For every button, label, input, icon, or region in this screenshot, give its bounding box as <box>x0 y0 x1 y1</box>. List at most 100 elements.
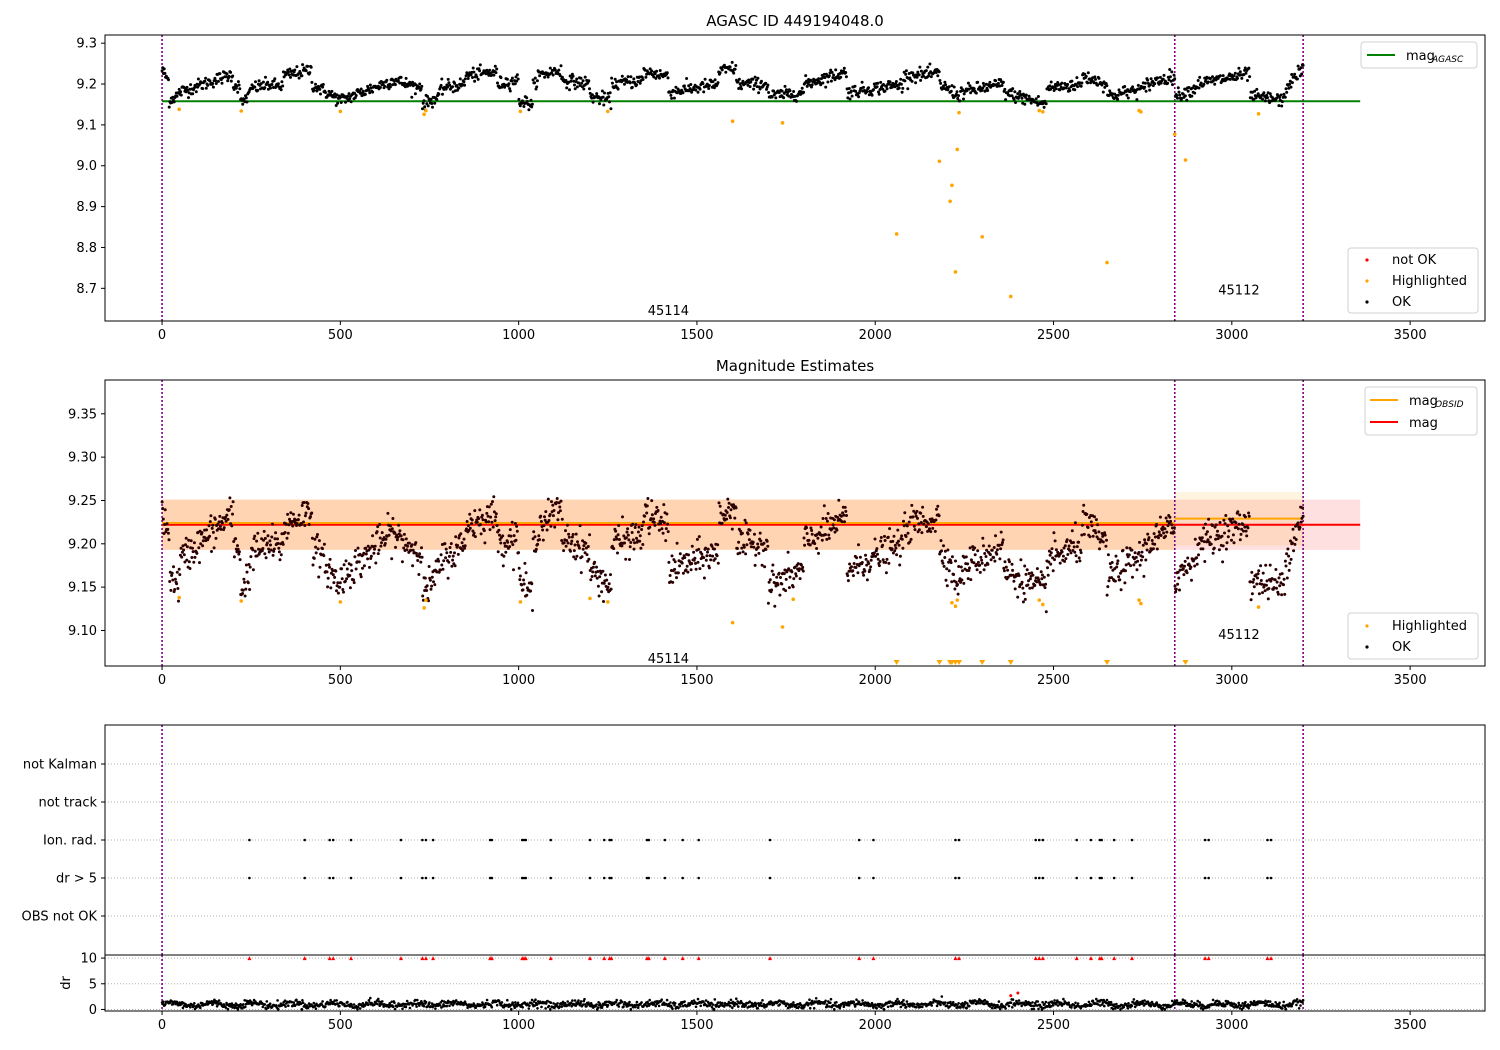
ok-point <box>976 80 980 84</box>
ok-point <box>388 85 392 89</box>
ok-point <box>949 561 953 565</box>
ok-point <box>362 564 366 568</box>
ok-point <box>1021 600 1025 604</box>
ok-point <box>1075 76 1079 80</box>
dr-point <box>696 997 700 1001</box>
dr-point <box>713 998 717 1001</box>
ok-point <box>1063 544 1067 548</box>
ok-point <box>546 497 550 501</box>
dr-point <box>841 1001 845 1005</box>
ok-point <box>232 88 236 91</box>
ok-point <box>1176 582 1180 586</box>
ok-point <box>211 530 215 534</box>
ok-point <box>468 526 472 530</box>
ok-point <box>1274 568 1278 571</box>
dr-point <box>832 1004 835 1007</box>
ok-point <box>1255 582 1259 586</box>
dr-point <box>434 1007 437 1010</box>
ok-point <box>661 531 665 535</box>
dr-point <box>796 1003 799 1006</box>
x-tick-label: 3000 <box>1215 328 1248 343</box>
highlighted-point <box>518 600 523 604</box>
dr-point <box>1048 1003 1051 1007</box>
ok-point <box>1056 81 1060 84</box>
ok-point <box>788 89 792 93</box>
ok-point <box>180 550 184 554</box>
ok-point <box>638 534 642 538</box>
ok-point <box>741 550 745 554</box>
ok-point <box>1248 75 1252 79</box>
ok-point <box>1064 557 1068 561</box>
ok-point <box>508 89 512 93</box>
ok-point <box>284 522 288 526</box>
ok-point <box>229 70 233 74</box>
ok-point <box>399 75 403 79</box>
ok-point <box>1109 565 1113 569</box>
ok-point <box>1102 80 1106 84</box>
category-label: dr > 5 <box>56 872 97 887</box>
ok-point <box>772 89 776 93</box>
ok-point <box>211 523 215 527</box>
ok-point <box>518 104 522 108</box>
dr-point <box>847 1004 851 1007</box>
ok-point <box>336 101 340 105</box>
ok-point <box>1016 595 1020 599</box>
dr-point <box>387 1005 391 1009</box>
ok-point <box>673 567 677 571</box>
dr-point <box>640 1001 643 1004</box>
ok-point <box>945 584 949 588</box>
ok-point <box>684 568 688 572</box>
ok-point <box>160 69 164 73</box>
ok-point <box>1105 538 1108 542</box>
ok-point <box>383 84 387 88</box>
ok-point <box>740 546 744 550</box>
ok-point <box>165 522 169 526</box>
ok-point <box>1285 552 1289 556</box>
ok-point <box>918 65 922 69</box>
below-range-marker <box>956 660 963 665</box>
ok-point <box>1221 544 1225 548</box>
ok-point <box>758 87 762 91</box>
dr-point <box>692 999 696 1002</box>
ok-point <box>718 71 722 75</box>
ok-point <box>1001 541 1004 544</box>
dr-point <box>181 1006 185 1010</box>
ok-point <box>950 84 954 88</box>
dr-point <box>549 1007 552 1011</box>
ok-point <box>189 539 193 543</box>
ok-point <box>441 92 444 96</box>
ok-point <box>214 79 218 83</box>
ok-point <box>1053 539 1057 543</box>
ok-point <box>418 82 422 86</box>
ok-point <box>499 76 503 80</box>
ok-point <box>340 577 344 581</box>
ok-point <box>1264 583 1268 587</box>
flag-point <box>1130 876 1134 880</box>
ok-point <box>672 558 676 562</box>
dr-point <box>239 1003 242 1006</box>
ok-point <box>397 523 401 527</box>
dr-point <box>560 1005 563 1009</box>
dr-point <box>778 1003 782 1006</box>
ok-point <box>1240 527 1244 531</box>
dr-point <box>1011 998 1015 1001</box>
ok-point <box>1237 522 1241 526</box>
ok-point <box>499 541 503 545</box>
dr-point <box>546 999 549 1003</box>
ok-point <box>629 541 633 544</box>
ok-point <box>837 498 841 502</box>
ok-point <box>321 85 325 89</box>
ok-point <box>914 81 918 85</box>
ok-point <box>868 568 872 572</box>
ok-point <box>557 511 560 515</box>
ok-point <box>471 76 474 79</box>
ok-point <box>1017 95 1021 99</box>
ok-point <box>867 86 870 90</box>
ok-point <box>1243 515 1247 519</box>
ok-point <box>596 570 600 573</box>
flag-point <box>424 838 428 842</box>
y-tick-label: 9.10 <box>68 624 97 639</box>
ok-point <box>236 80 240 84</box>
dr-point <box>205 1000 209 1003</box>
ok-point <box>1178 568 1182 572</box>
